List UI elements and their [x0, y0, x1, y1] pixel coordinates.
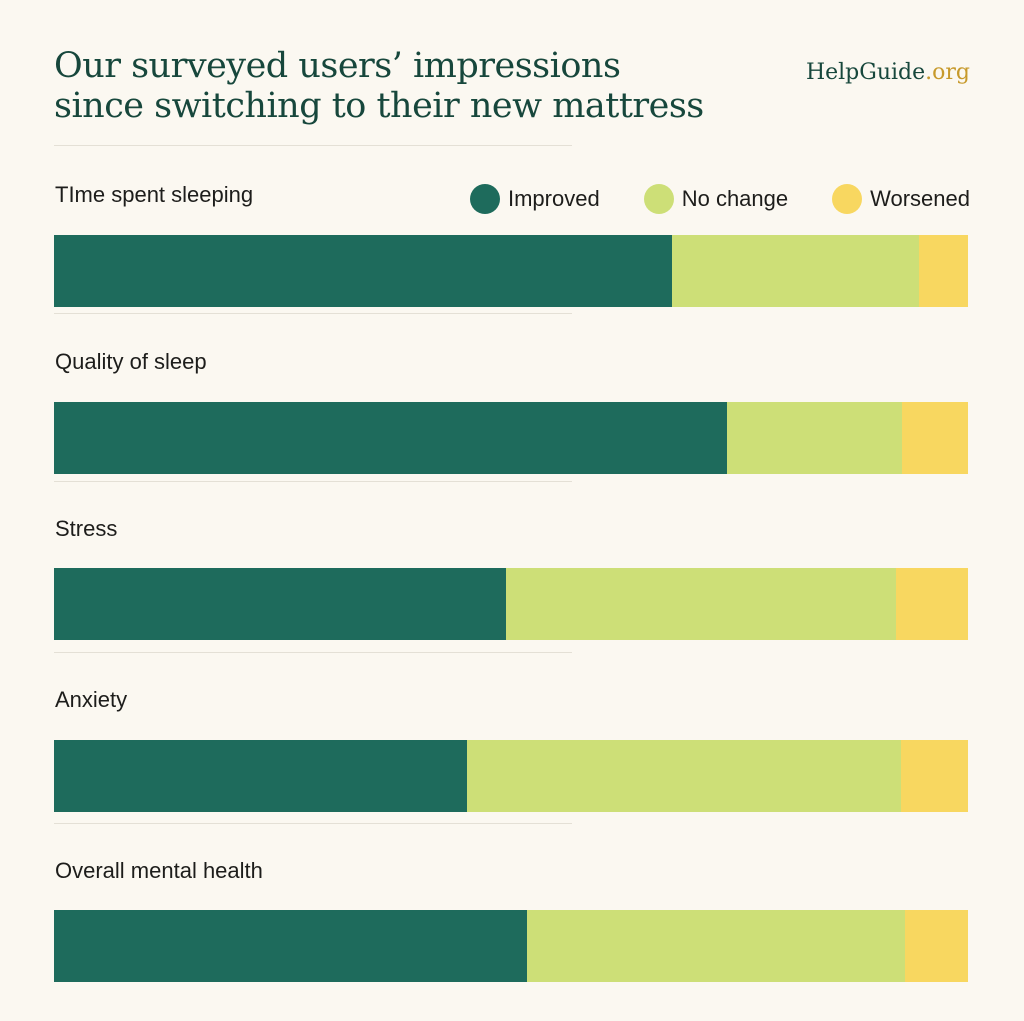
category-label: Overall mental health [55, 858, 263, 883]
bar-segment-worsened [901, 740, 968, 812]
brand-tld: .org [925, 60, 970, 85]
legend-item-worsened: Worsened [832, 184, 970, 214]
row-divider [54, 823, 572, 824]
chart-legend: Improved No change Worsened [469, 184, 970, 214]
legend-item-improved: Improved [469, 184, 600, 214]
category-label: Anxiety [55, 687, 128, 712]
stacked-bar [54, 910, 968, 982]
bar-segment-no-change [527, 910, 905, 982]
bar-segment-worsened [902, 402, 968, 474]
bar-segment-worsened [905, 910, 968, 982]
bar-segment-improved [54, 402, 727, 474]
chart-title-line-1: Our surveyed users’ impressions [54, 46, 621, 86]
bar-segment-no-change [727, 402, 902, 474]
brand-logo: HelpGuide.org [806, 60, 970, 85]
chart-title: Our surveyed users’ impressions since sw… [54, 46, 754, 126]
row-divider [54, 481, 572, 482]
bar-segment-improved [54, 740, 467, 812]
bar-segment-improved [54, 910, 527, 982]
stacked-bar [54, 235, 968, 307]
legend-swatch-worsened [832, 184, 863, 214]
row-divider [54, 145, 572, 146]
bar-segment-no-change [467, 740, 901, 812]
legend-label-improved: Improved [507, 186, 600, 211]
row-divider [54, 313, 572, 314]
legend-item-no-change: No change [643, 184, 789, 214]
legend-swatch-no-change [643, 184, 674, 214]
category-label: TIme spent sleeping [55, 182, 254, 207]
legend-label-no-change: No change [681, 186, 789, 211]
bar-segment-improved [54, 568, 506, 640]
legend-label-worsened: Worsened [870, 186, 970, 211]
category-label: Quality of sleep [55, 349, 207, 374]
chart-title-line-2: since switching to their new mattress [54, 86, 704, 126]
stacked-bar [54, 402, 968, 474]
brand-name: HelpGuide [805, 60, 926, 85]
legend-swatch-improved [469, 184, 500, 214]
row-divider [54, 652, 572, 653]
bar-segment-no-change [506, 568, 896, 640]
category-label: Stress [55, 516, 118, 541]
bar-segment-no-change [672, 235, 919, 307]
bar-segment-improved [54, 235, 672, 307]
bar-segment-worsened [919, 235, 968, 307]
stacked-bar [54, 740, 968, 812]
bar-segment-worsened [896, 568, 968, 640]
stacked-bar [54, 568, 968, 640]
